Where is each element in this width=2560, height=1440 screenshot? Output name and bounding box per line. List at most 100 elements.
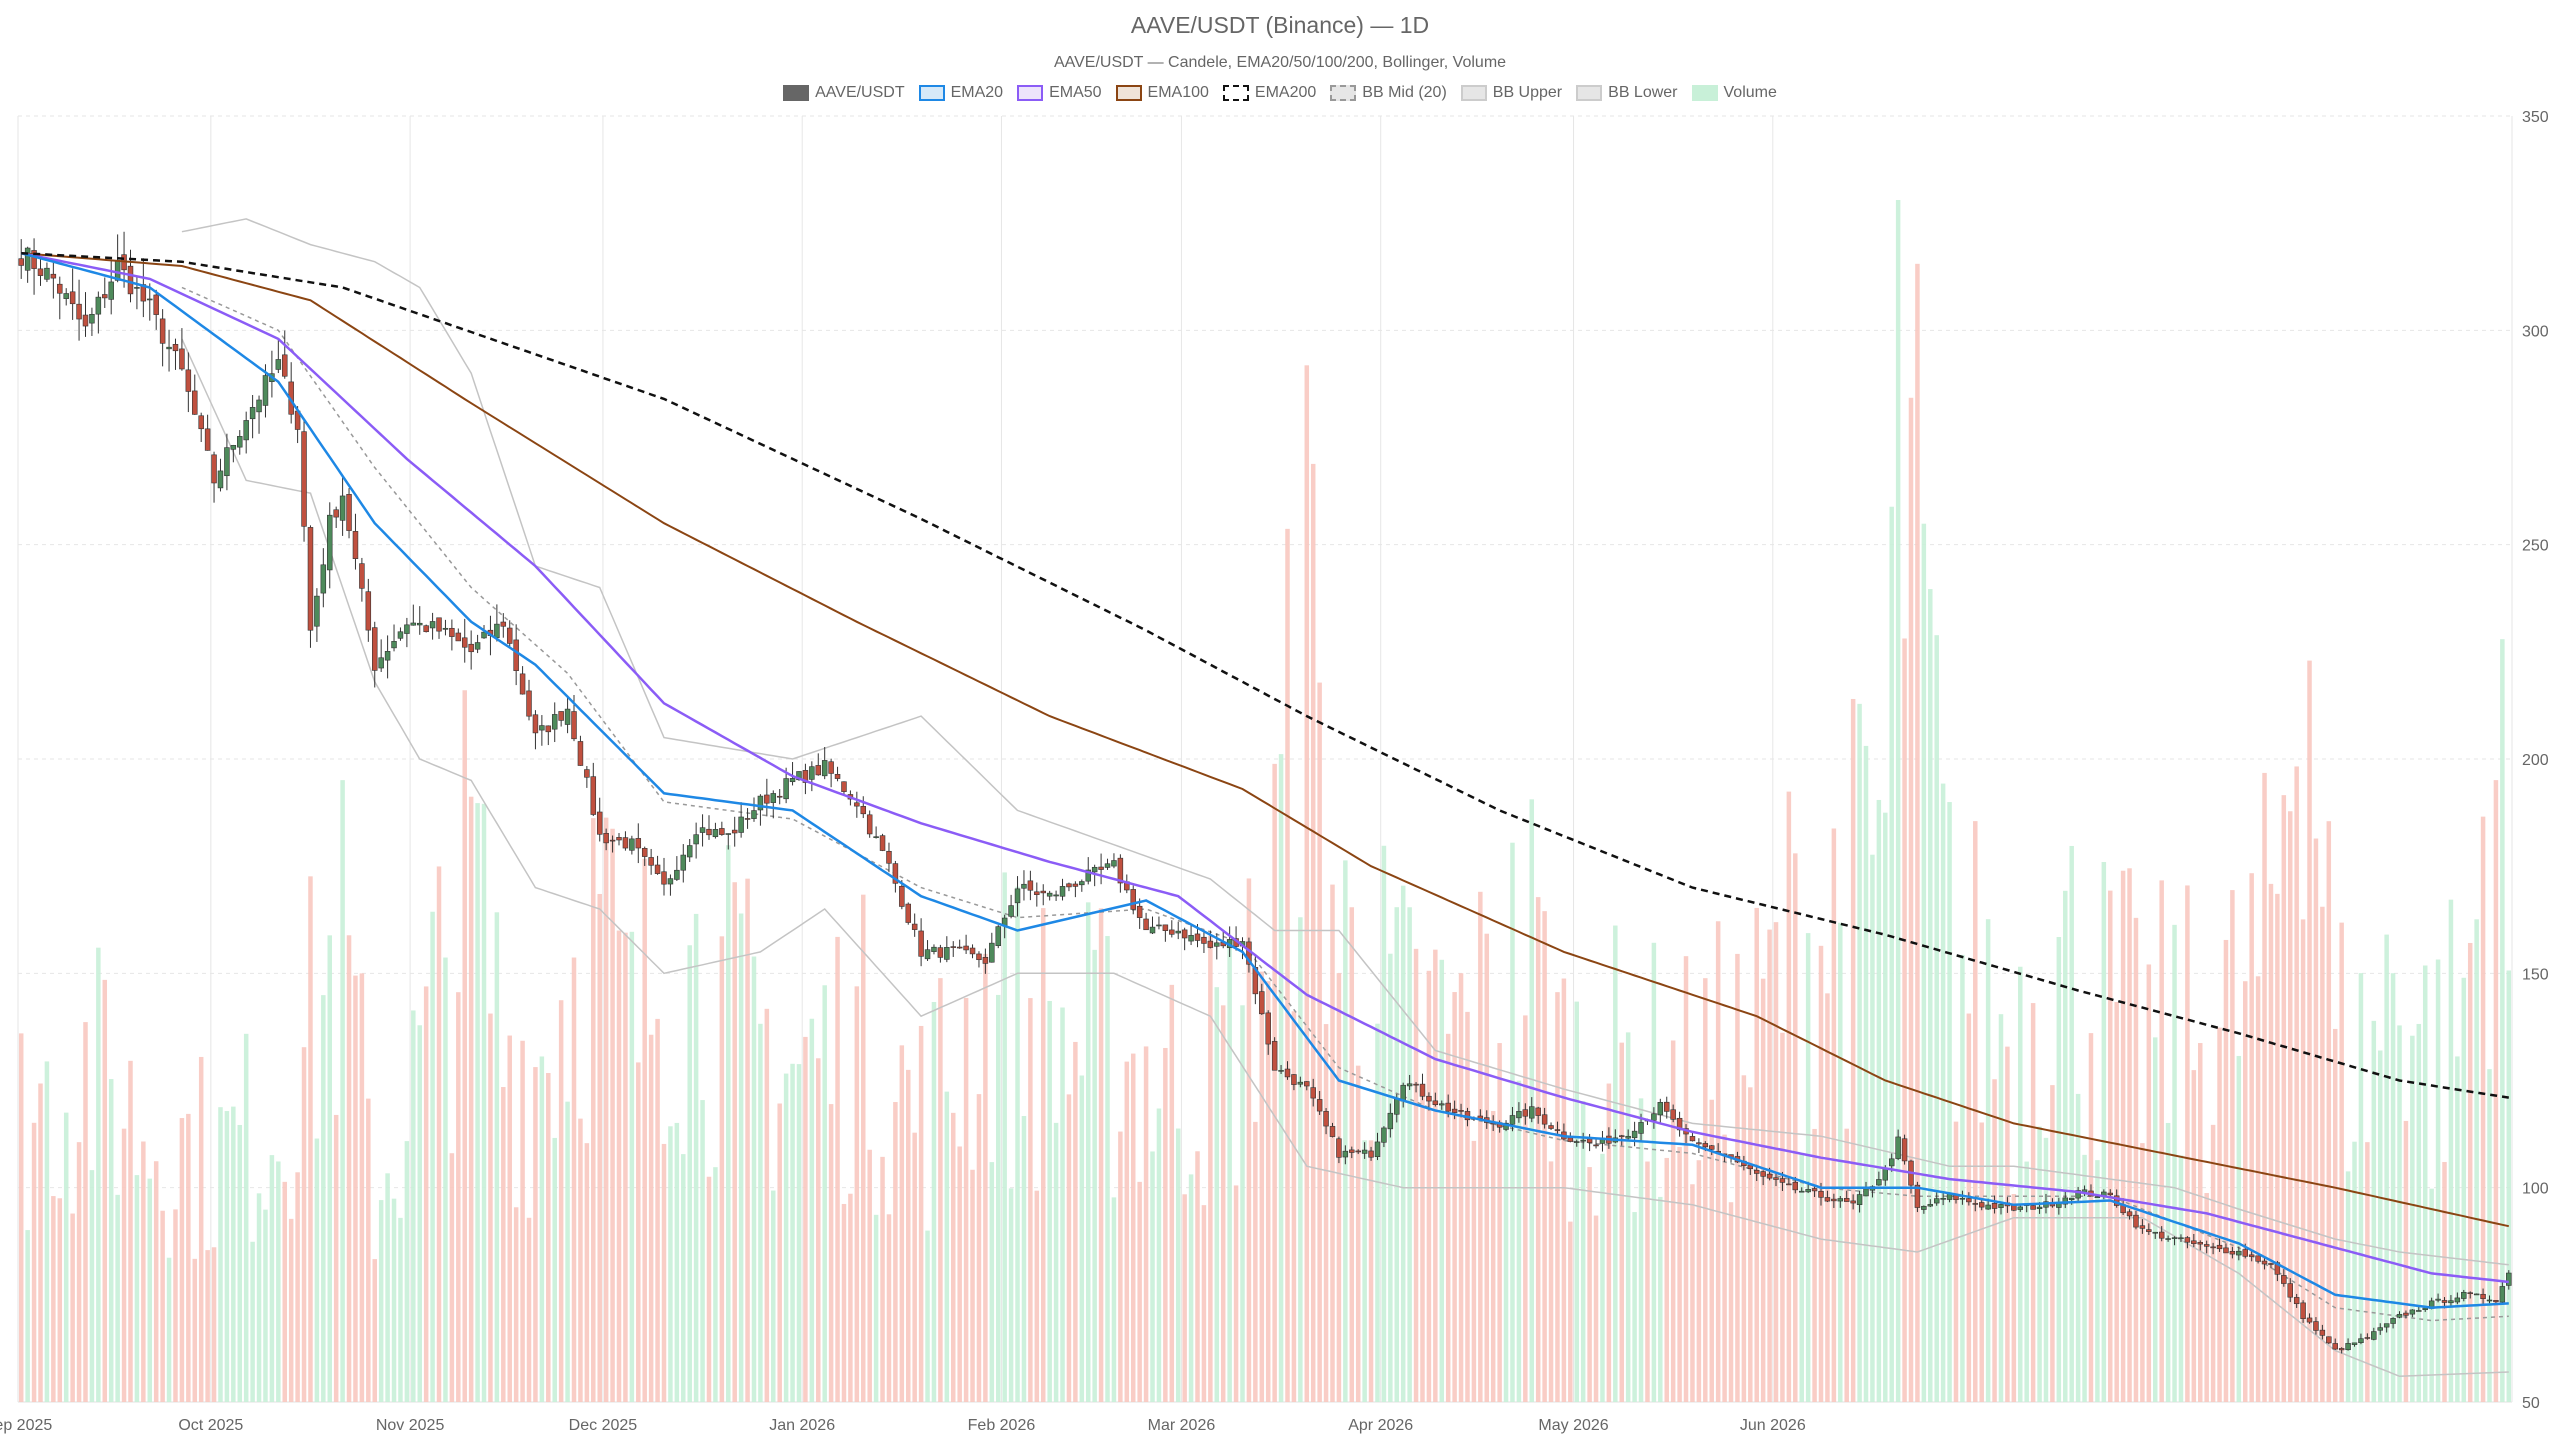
volume-bar: [1670, 1040, 1676, 1402]
volume-bar: [1606, 1083, 1612, 1402]
volume-bar: [2005, 1046, 2010, 1402]
volume-bar: [552, 1137, 557, 1402]
volume-bar: [700, 1100, 705, 1402]
volume-bar: [2410, 1035, 2415, 1402]
volume-bar: [1407, 907, 1412, 1402]
legend-item[interactable]: EMA20: [918, 84, 1003, 102]
legend-label: BB Lower: [1608, 84, 1678, 101]
volume-bar: [2377, 1050, 2383, 1402]
volume-bar: [1490, 1110, 1496, 1402]
candle-body: [911, 923, 918, 930]
legend-item[interactable]: EMA100: [1115, 84, 1209, 102]
candle-body: [2416, 1310, 2422, 1312]
volume-bar: [1452, 992, 1457, 1402]
candle-body: [596, 811, 603, 835]
candle-body: [372, 627, 378, 671]
volume-bar: [321, 995, 326, 1402]
volume-bar: [96, 947, 101, 1402]
candle-body: [2165, 1238, 2171, 1240]
candle-body: [2146, 1229, 2152, 1232]
volume-bar: [1728, 1202, 1734, 1402]
volume-bar: [1580, 1101, 1586, 1402]
volume-bar: [520, 1040, 525, 1402]
volume-bar: [1683, 956, 1689, 1402]
legend-item[interactable]: EMA50: [1017, 84, 1102, 102]
candle-body: [1625, 1135, 1631, 1139]
legend-item[interactable]: BB Mid (20): [1330, 84, 1447, 102]
volume-bar: [2480, 816, 2486, 1402]
candle-body: [1580, 1139, 1586, 1142]
candle-body: [82, 314, 89, 327]
candle-body: [776, 795, 783, 798]
candle-body: [204, 428, 211, 451]
candle-body: [719, 828, 725, 835]
legend-label: BB Mid (20): [1362, 84, 1447, 101]
volume-bar: [1355, 1065, 1361, 1402]
volume-bar: [327, 935, 332, 1402]
candle-body: [1657, 1102, 1664, 1116]
candle-body: [1098, 866, 1104, 870]
legend-item[interactable]: EMA200: [1222, 84, 1316, 102]
volume-bar: [1587, 1167, 1592, 1402]
legend-item[interactable]: BB Lower: [1576, 84, 1678, 102]
volume-bar: [1240, 1005, 1245, 1402]
candle-body: [1091, 866, 1098, 873]
candle-body: [2499, 1286, 2506, 1303]
candle-body: [1304, 1081, 1310, 1087]
candle-body: [1843, 1198, 1850, 1202]
volume-bar: [1600, 1153, 1605, 1402]
candle-body: [282, 354, 288, 377]
volume-bar: [83, 1022, 88, 1402]
volume-bar: [1638, 1098, 1644, 1402]
candle-body: [1014, 888, 1021, 904]
candle-body: [757, 795, 764, 811]
candle-body: [1310, 1087, 1316, 1099]
volume-bar: [2493, 780, 2499, 1402]
volume-bar: [1298, 917, 1303, 1402]
candle-body: [2197, 1242, 2203, 1245]
candle-body: [1156, 924, 1162, 927]
candle-body: [956, 946, 963, 949]
candle-body: [44, 267, 50, 280]
volume-bar: [372, 1259, 377, 1402]
legend-item[interactable]: Volume: [1691, 84, 1777, 102]
legend-swatch: [1115, 85, 1142, 101]
volume-bar: [366, 1098, 371, 1402]
candle-body: [1194, 933, 1201, 941]
volume-bar: [205, 1250, 210, 1402]
candle-body: [1998, 1204, 2004, 1208]
volume-bar: [1651, 942, 1657, 1402]
candle-body: [1066, 883, 1072, 888]
volume-bar: [873, 1214, 879, 1402]
volume-bar: [758, 1023, 763, 1402]
candle-body: [500, 621, 507, 627]
volume-bar: [1259, 971, 1265, 1402]
candle-body: [217, 470, 224, 489]
candle-body: [944, 947, 950, 960]
volume-bar: [2390, 973, 2396, 1402]
volume-bar: [1902, 638, 1907, 1402]
volume-bar: [2133, 917, 2139, 1402]
candle-body: [2486, 1299, 2493, 1302]
volume-bar: [63, 1112, 69, 1402]
volume-bar: [796, 1064, 802, 1402]
volume-bar: [359, 973, 365, 1402]
volume-bar: [841, 1203, 847, 1402]
candle-body: [320, 564, 327, 594]
volume-bar: [636, 1062, 641, 1402]
legend-item[interactable]: AAVE/USDT: [783, 84, 905, 102]
volume-bar: [790, 1063, 795, 1402]
candle-body: [969, 947, 976, 955]
legend-item[interactable]: BB Upper: [1460, 84, 1562, 102]
candle-body: [873, 836, 879, 838]
volume-bar: [2300, 919, 2306, 1402]
candle-body: [365, 591, 372, 631]
candle-body: [1265, 1012, 1271, 1045]
volume-bar: [1773, 922, 1779, 1402]
volume-bar: [2159, 880, 2164, 1402]
volume-bar: [1265, 981, 1271, 1402]
candle-body: [1008, 905, 1014, 917]
volume-bar: [443, 957, 448, 1402]
volume-bar: [1973, 821, 1978, 1402]
